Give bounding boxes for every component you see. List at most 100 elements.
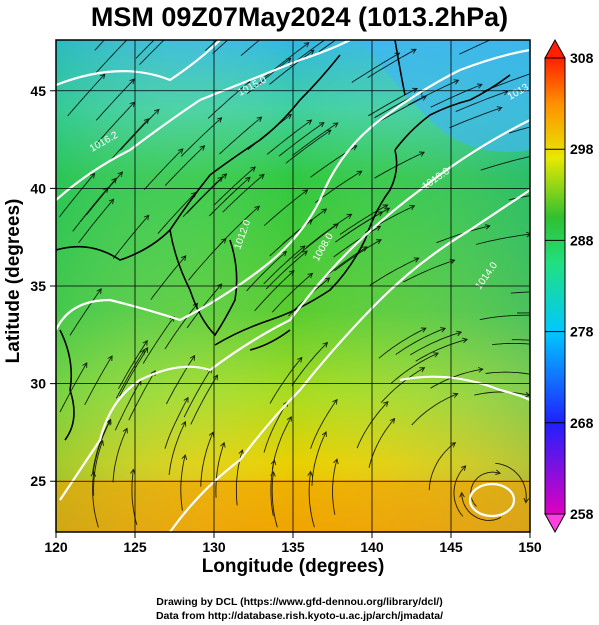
streamline-arrow [216,117,223,123]
streamline-arrow [82,362,88,368]
streamline-arrow [250,166,256,172]
map-title: MSM 09Z07May2024 (1013.2hPa) [90,2,509,32]
streamline-arrow [484,224,491,230]
streamline-arrow [129,33,134,38]
streamline [143,148,184,190]
streamline-arrow [99,73,106,80]
streamline [430,83,483,108]
streamline [402,259,455,283]
streamline-arrow [453,79,460,85]
streamline-arrow [382,401,389,407]
streamline-arrow [375,239,382,245]
x-tick-label: 145 [439,539,463,555]
streamline [212,40,229,54]
streamline-arrow [456,330,463,337]
streamline-arrow [462,337,469,344]
credit-drawing: Drawing by DCL (https://www.gfd-dennou.o… [156,596,443,608]
x-axis-label: Longitude (degrees) [201,556,385,577]
streamline [142,316,175,364]
streamline-arrow [496,106,503,112]
streamline [510,291,530,294]
streamline [269,49,315,85]
streamline-arrow [254,205,261,212]
streamline [511,339,530,341]
streamline-arrow [221,173,228,179]
streamline-arrow [375,225,382,231]
streamline-arrow [181,420,187,427]
streamline-arrow [189,354,196,361]
streamline [369,257,419,286]
streamline [209,176,251,217]
streamline-arrow [286,415,292,422]
y-tick-label: 45 [30,83,46,99]
streamline [495,462,527,503]
streamline [339,204,388,235]
streamline [119,347,149,397]
streamline [411,393,458,426]
streamline [139,40,165,65]
streamline-arrow [208,431,215,438]
streamline-arrow [409,205,416,211]
streamline [254,270,295,312]
streamline [207,80,251,119]
streamline [78,198,114,244]
streamline-arrow [190,191,197,198]
streamline-arrow [153,108,160,115]
streamline [410,331,462,356]
colorbar-tick-label: 308 [570,50,594,66]
streamline-arrow [382,204,389,210]
streamline [180,454,186,511]
streamline [311,431,327,486]
streamline-arrow [322,341,329,348]
streamline [292,122,339,157]
streamline-arrow [361,246,368,252]
streamline-arrow [105,419,111,426]
streamline-arrow [505,31,510,35]
streamline [183,368,212,418]
streamline-arrow [270,459,277,466]
streamline [266,119,312,155]
streamline [133,40,136,41]
streamline [374,151,425,179]
streamline-arrow [330,32,335,37]
streamline-arrow [169,316,175,322]
streamline-arrow [450,442,457,448]
streamline-arrow [452,392,459,398]
streamline-arrow [324,277,331,283]
colorbar-tick-label: 288 [570,232,594,248]
y-tick-label: 30 [30,376,46,392]
streamline [517,312,530,314]
streamline-arrow [217,176,224,182]
streamline [428,442,456,491]
streamline-arrow [199,145,206,151]
streamline-arrow [321,431,327,438]
streamline [291,342,328,387]
streamline [475,233,530,245]
streamline [120,109,160,151]
streamline-arrow [523,497,530,504]
streamline-arrow [495,469,502,476]
streamline [461,492,502,521]
streamline-arrow [421,95,427,101]
streamline-arrow [420,327,427,333]
streamline-arrow [259,173,265,180]
streamline-arrow [216,283,223,290]
streamline [186,173,227,214]
streamline-arrow [306,119,313,125]
streamline-arrow [192,302,199,309]
streamline-arrow [108,198,115,205]
streamline [150,255,187,300]
streamline-arrow [332,398,338,405]
streamline-arrow [302,250,308,256]
streamline-arrow [177,148,184,154]
streamline-arrow [333,223,339,229]
streamline [182,176,223,218]
streamline [59,362,88,413]
streamline [351,52,400,83]
streamline [318,40,337,53]
colorbar-bar [544,57,566,515]
streamline-arrow [394,52,401,58]
streamline [128,370,156,421]
colorbar-tick-label: 268 [570,415,594,431]
